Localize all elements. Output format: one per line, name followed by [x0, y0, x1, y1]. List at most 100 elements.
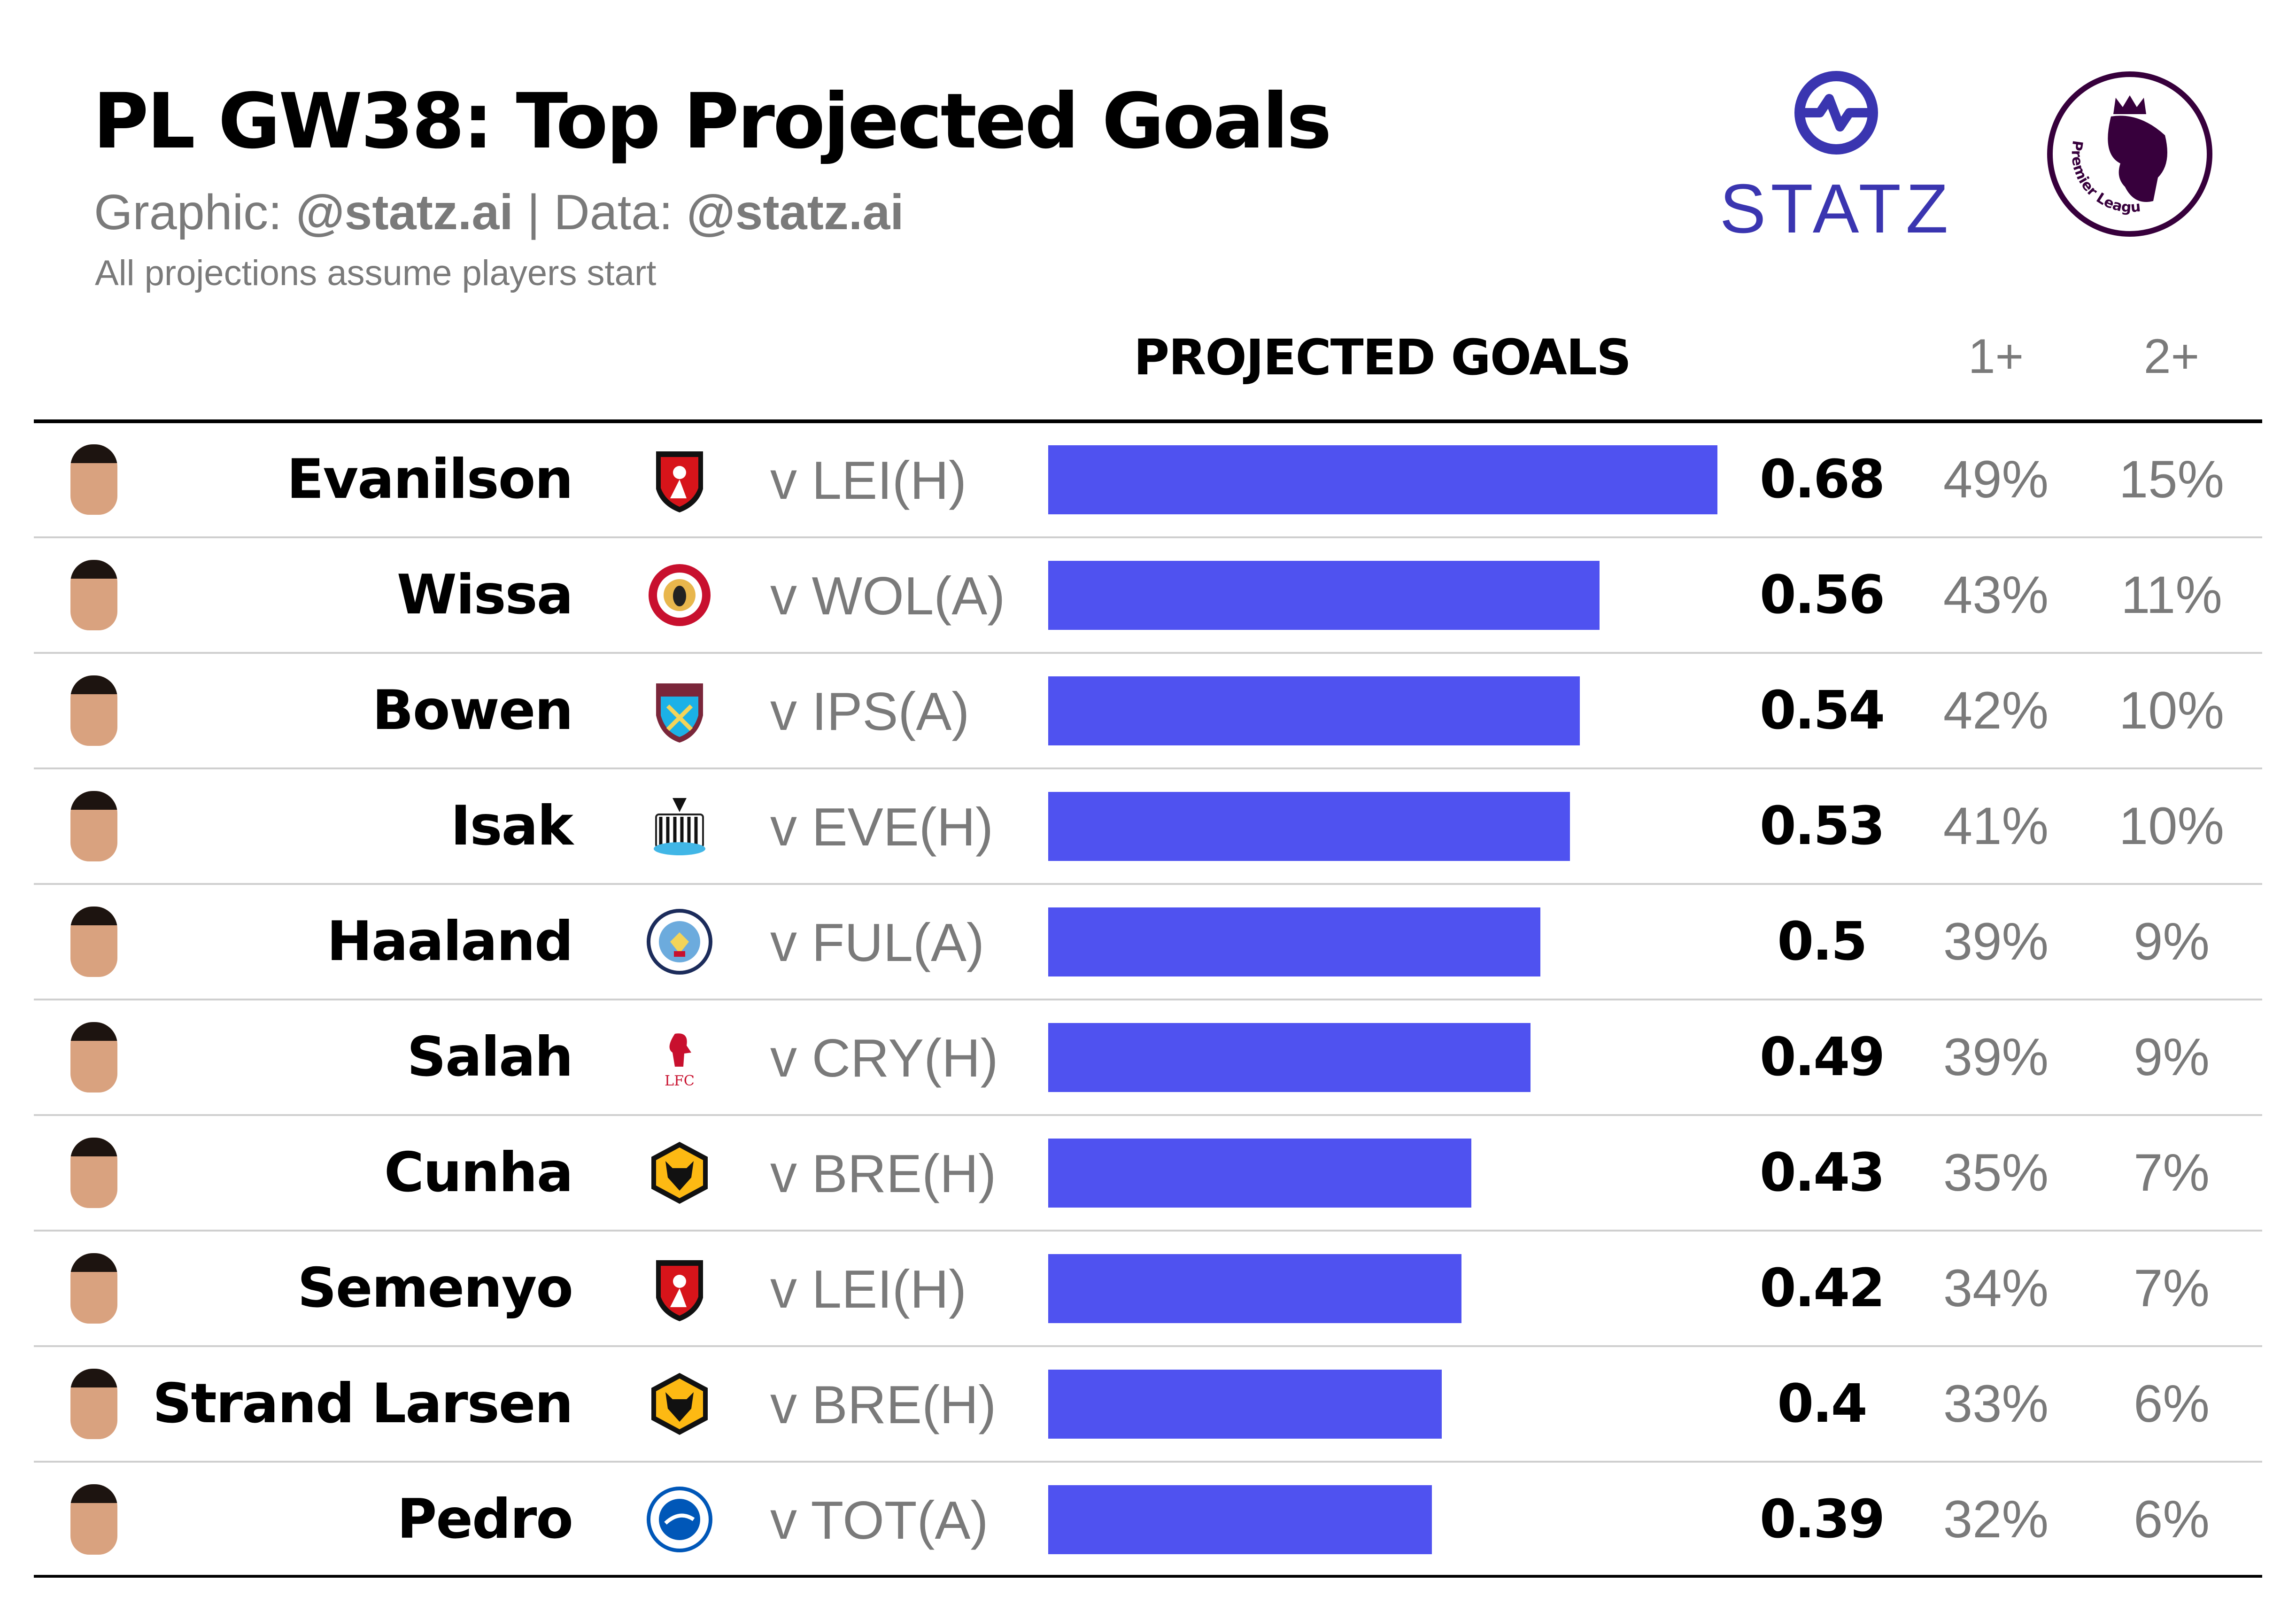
row-divider — [34, 1345, 2262, 1347]
player-avatar — [70, 675, 117, 746]
table-row: Wissa v WOL(A) 0.56 43% 11% — [0, 537, 2296, 653]
player-avatar — [70, 1253, 117, 1324]
two-plus-probability: 10% — [2118, 797, 2225, 855]
premier-league-logo: Premier League — [2041, 57, 2214, 239]
projected-goals-value: 0.68 — [1759, 449, 1885, 510]
row-divider — [34, 767, 2262, 769]
player-name: Strand Larsen — [152, 1372, 573, 1435]
statz-logo: STATZ — [1714, 66, 1958, 248]
bournemouth-badge-icon — [656, 1260, 703, 1321]
mancity-badge-icon — [647, 909, 712, 975]
player-name: Semenyo — [297, 1256, 573, 1320]
table-row: Pedro v TOT(A) 0.39 32% 6% — [0, 1462, 2296, 1577]
graphic-handle: @statz.ai — [296, 185, 513, 240]
opponent: v BRE(H) — [770, 1144, 997, 1204]
opponent: v BRE(H) — [770, 1375, 997, 1435]
opponent: v LEI(H) — [770, 1260, 967, 1319]
table-row: Haaland v FUL(A) 0.5 39% 9% — [0, 884, 2296, 1000]
two-plus-probability: 6% — [2134, 1374, 2210, 1433]
table-row: Cunha v BRE(H) 0.43 35% 7% — [0, 1115, 2296, 1231]
graphic-label: Graphic: — [94, 185, 296, 240]
opponent: v TOT(A) — [770, 1491, 989, 1550]
chart-title: PL GW38: Top Projected Goals — [93, 77, 1332, 166]
newcastle-badge-icon — [654, 798, 705, 855]
row-divider — [34, 1230, 2262, 1232]
column-header-projected-goals: PROJECTED GOALS — [1134, 329, 1631, 386]
projected-goals-value: 0.56 — [1759, 565, 1885, 626]
table-row: Semenyo v LEI(H) 0.42 34% 7% — [0, 1231, 2296, 1346]
player-name: Bowen — [372, 679, 573, 742]
one-plus-probability: 39% — [1943, 1028, 2049, 1086]
two-plus-probability: 9% — [2134, 1028, 2210, 1086]
projected-goals-value: 0.43 — [1759, 1142, 1885, 1203]
player-name: Wissa — [396, 563, 573, 627]
subtitle: Graphic: @statz.ai | Data: @statz.ai — [94, 184, 904, 241]
westham-badge-icon — [656, 683, 703, 743]
opponent: v WOL(A) — [770, 566, 1005, 626]
row-divider — [34, 999, 2262, 1000]
svg-text:LFC: LFC — [665, 1073, 695, 1089]
opponent: v FUL(A) — [770, 913, 984, 973]
one-plus-probability: 41% — [1943, 797, 2049, 855]
table-row: Evanilson v LEI(H) 0.68 49% 15% — [0, 422, 2296, 537]
table-row: Isak v EVE(H) 0.53 41% 10% — [0, 768, 2296, 884]
projected-goals-value: 0.54 — [1759, 680, 1885, 741]
row-divider — [34, 1114, 2262, 1116]
projected-goals-bar — [1048, 1023, 1531, 1092]
two-plus-probability: 10% — [2118, 681, 2225, 740]
player-avatar — [70, 907, 117, 977]
player-avatar — [70, 444, 117, 515]
projected-goals-value: 0.53 — [1759, 796, 1885, 857]
one-plus-probability: 34% — [1943, 1259, 2049, 1317]
projected-goals-bar — [1048, 792, 1570, 861]
player-avatar — [70, 791, 117, 861]
projected-goals-bar — [1048, 1254, 1461, 1323]
wolves-badge-icon — [651, 1142, 708, 1204]
two-plus-probability: 11% — [2121, 566, 2222, 624]
top-rule — [34, 419, 2262, 423]
one-plus-probability: 42% — [1943, 681, 2049, 740]
two-plus-probability: 6% — [2134, 1490, 2210, 1549]
projected-goals-value: 0.42 — [1759, 1258, 1885, 1319]
subtitle-separator: | — [513, 185, 554, 240]
projected-goals-value: 0.4 — [1777, 1373, 1867, 1434]
projected-goals-bar — [1048, 676, 1580, 745]
opponent: v CRY(H) — [770, 1029, 998, 1088]
player-name: Haaland — [326, 910, 573, 973]
opponent: v LEI(H) — [770, 451, 967, 511]
wolves-badge-icon — [651, 1373, 708, 1435]
player-name: Evanilson — [286, 448, 573, 511]
projected-goals-value: 0.49 — [1759, 1027, 1885, 1088]
one-plus-probability: 39% — [1943, 912, 2049, 971]
projected-goals-bar — [1048, 1139, 1471, 1208]
data-label: Data: — [554, 185, 687, 240]
table-row: Strand Larsen v BRE(H) 0.4 33% 6% — [0, 1346, 2296, 1462]
player-name: Salah — [407, 1025, 573, 1089]
brighton-badge-icon — [647, 1487, 712, 1552]
one-plus-probability: 49% — [1943, 450, 2049, 509]
liverpool-badge-icon: LFC — [665, 1033, 695, 1089]
two-plus-probability: 7% — [2134, 1143, 2210, 1202]
brentford-badge-icon — [649, 564, 711, 626]
one-plus-probability: 32% — [1943, 1490, 2049, 1549]
table-row: Bowen v IPS(A) 0.54 42% 10% — [0, 653, 2296, 768]
one-plus-probability: 33% — [1943, 1374, 2049, 1433]
player-name: Pedro — [397, 1488, 573, 1551]
row-divider — [34, 652, 2262, 654]
player-name: Cunha — [384, 1141, 573, 1204]
statz-pulse-icon — [1794, 71, 1878, 155]
player-avatar — [70, 560, 117, 630]
projected-goals-value: 0.5 — [1777, 911, 1867, 972]
player-avatar — [70, 1138, 117, 1208]
opponent: v IPS(A) — [770, 682, 970, 742]
projected-goals-bar — [1048, 561, 1600, 630]
one-plus-probability: 35% — [1943, 1143, 2049, 1202]
player-avatar — [70, 1484, 117, 1555]
projected-goals-bar — [1048, 1485, 1432, 1554]
projected-goals-bar — [1048, 445, 1717, 514]
bournemouth-badge-icon — [656, 451, 703, 512]
row-divider — [34, 1461, 2262, 1463]
row-divider — [34, 536, 2262, 538]
column-header-2plus: 2+ — [2143, 329, 2200, 384]
one-plus-probability: 43% — [1943, 566, 2049, 624]
